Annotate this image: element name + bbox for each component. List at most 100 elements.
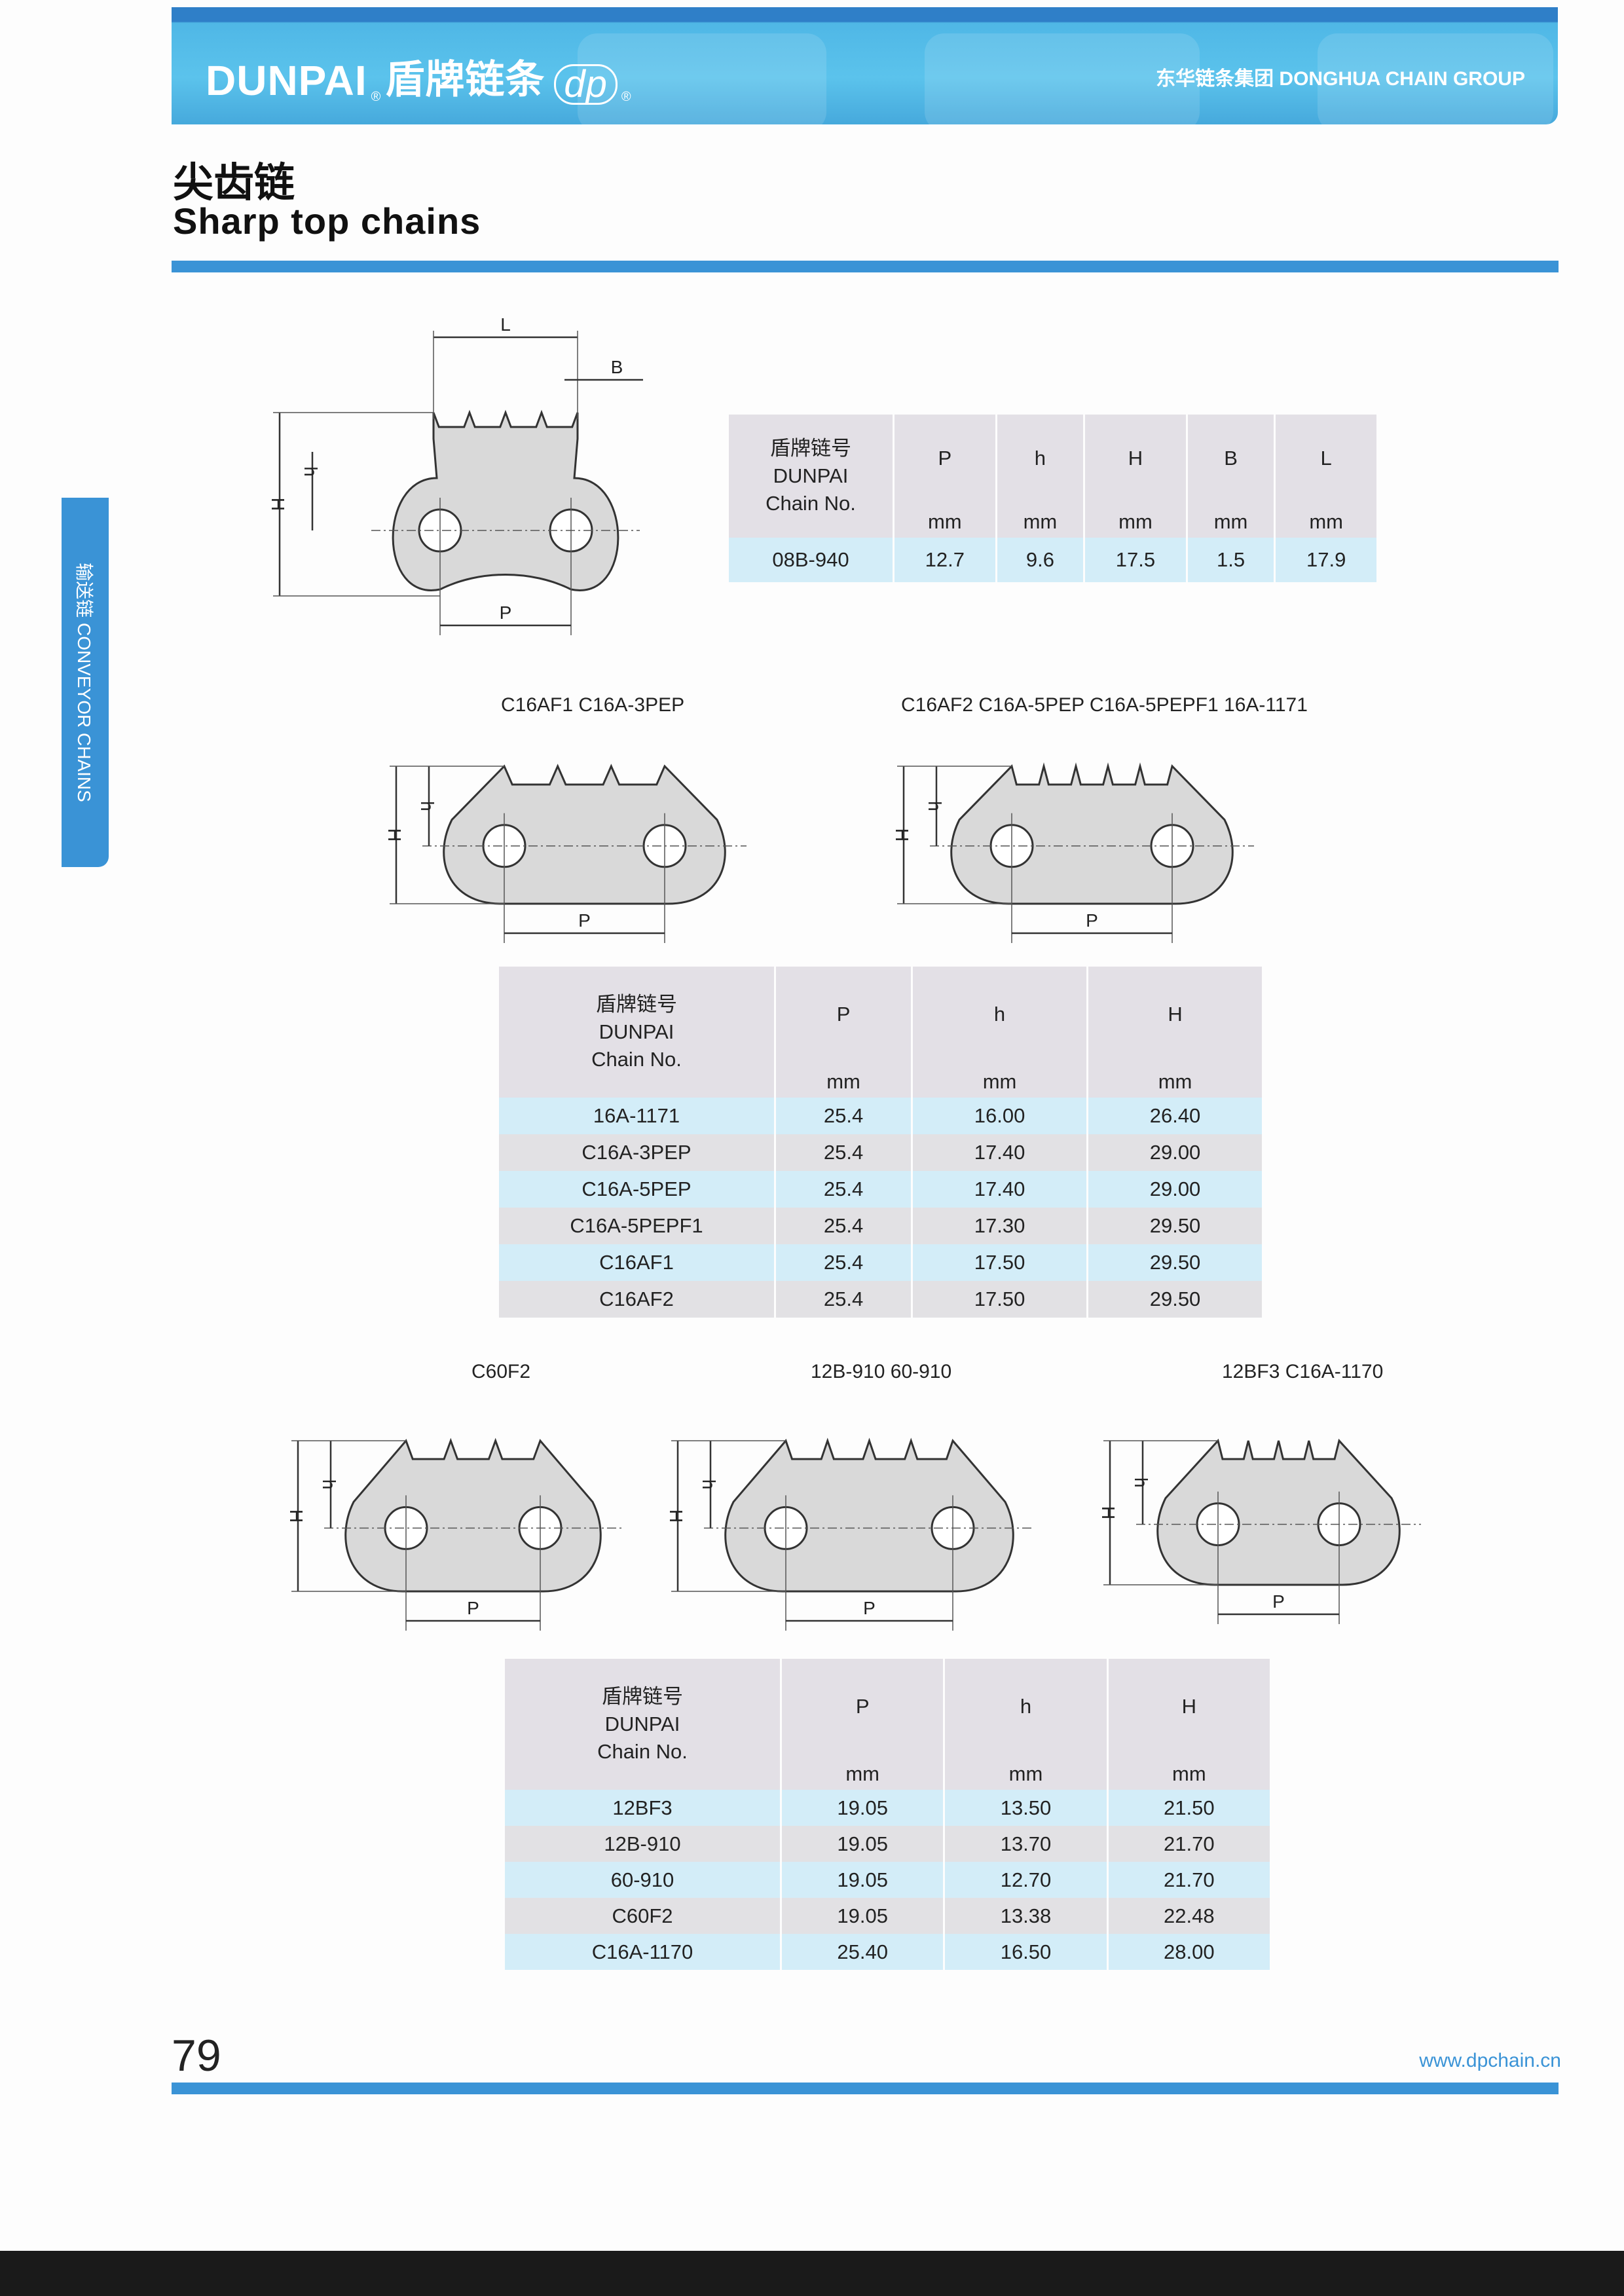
- value-cell: 17.40: [913, 1134, 1087, 1171]
- value-cell: 17.50: [913, 1281, 1087, 1318]
- unit-label: mm: [776, 1062, 912, 1098]
- value-cell: 19.05: [782, 1898, 944, 1934]
- brand-header-banner: DUNPAI ® 盾牌链条 dp ® 东华链条集团 DONGHUA CHAIN …: [172, 7, 1558, 124]
- value-cell: 12.7: [895, 538, 995, 582]
- label-L: L: [500, 314, 511, 335]
- column-header: H: [1108, 1659, 1270, 1754]
- chain-link-plate: [950, 762, 1234, 905]
- value-cell: 25.4: [776, 1171, 912, 1208]
- label-h: h: [417, 801, 437, 811]
- chain-no-cell: C16A-5PEPF1: [499, 1208, 774, 1244]
- header-cn: 盾牌链号: [770, 437, 851, 460]
- label-h: h: [699, 1479, 719, 1490]
- banner-chain-photo: [1318, 33, 1553, 124]
- unit-label: mm: [1187, 502, 1274, 538]
- unit-label: mm: [1088, 1062, 1262, 1098]
- column-header: H: [1088, 967, 1262, 1062]
- table-row: C60F2 19.05 13.38 22.48: [505, 1898, 1270, 1934]
- banner-chain-photo: [925, 33, 1200, 124]
- unit-label: mm: [945, 1754, 1107, 1790]
- value-cell: 29.50: [1088, 1281, 1262, 1318]
- table-row: C16A-5PEPF1 25.4 17.30 29.50: [499, 1208, 1262, 1244]
- diagram-caption: C16AF2 C16A-5PEP C16A-5PEPF1 16A-1171: [901, 694, 1308, 716]
- chain-link-plate: [344, 1437, 602, 1593]
- value-cell: 1.5: [1187, 538, 1274, 582]
- value-cell: 13.70: [945, 1826, 1107, 1862]
- unit-label: mm: [895, 502, 995, 538]
- value-cell: 29.00: [1088, 1171, 1262, 1208]
- label-H: H: [666, 1509, 686, 1523]
- registered-mark: ®: [371, 90, 382, 104]
- table-row: 12B-910 19.05 13.70 21.70: [505, 1826, 1270, 1862]
- chain-no-cell: C16AF2: [499, 1281, 774, 1318]
- chain-link-plate: [724, 1437, 1014, 1593]
- chain-no-header: 盾牌链号 DUNPAI Chain No.: [499, 967, 774, 1098]
- chain-link-plate: [392, 409, 619, 591]
- brand-name-cn: 盾牌链条: [385, 58, 545, 102]
- page-title-en: Sharp top chains: [173, 200, 481, 242]
- column-header: P: [776, 967, 912, 1062]
- value-cell: 28.00: [1108, 1934, 1270, 1970]
- page-title-cn: 尖齿链: [173, 160, 295, 206]
- diagram-caption: C60F2: [471, 1361, 531, 1382]
- value-cell: 16.50: [945, 1934, 1107, 1970]
- table-row: 16A-1171 25.4 16.00 26.40: [499, 1098, 1262, 1134]
- banner-chain-photo: [578, 33, 826, 124]
- brand-logo: DUNPAI ® 盾牌链条 dp ®: [206, 48, 632, 105]
- value-cell: 22.48: [1108, 1898, 1270, 1934]
- chain-no-header: 盾牌链号 DUNPAI Chain No.: [505, 1659, 780, 1790]
- value-cell: 25.4: [776, 1208, 912, 1244]
- chain-link-plate: [443, 764, 726, 905]
- label-B: B: [611, 357, 623, 377]
- label-h: h: [925, 801, 945, 811]
- chain-link-plate: [1156, 1438, 1401, 1586]
- header-brand: DUNPAI: [604, 1713, 680, 1735]
- table-row: C16AF1 25.4 17.50 29.50: [499, 1244, 1262, 1281]
- chain-no-cell: C60F2: [505, 1898, 780, 1934]
- units-row: mm mm mm mm mm: [729, 502, 1376, 538]
- label-h: h: [319, 1479, 339, 1490]
- side-section-tab[interactable]: 输送链 CONVEYOR CHAINS: [62, 498, 109, 867]
- label-h: h: [1131, 1477, 1151, 1488]
- title-divider: [172, 261, 1559, 272]
- chain-no-cell: C16A-1170: [505, 1934, 780, 1970]
- group-name: 东华链条集团 DONGHUA CHAIN GROUP: [1156, 68, 1525, 90]
- value-cell: 17.30: [913, 1208, 1087, 1244]
- label-H: H: [268, 498, 288, 511]
- unit-label: mm: [913, 1062, 1087, 1098]
- website-link[interactable]: www.dpchain.cn: [1419, 2050, 1561, 2071]
- label-H: H: [892, 828, 912, 842]
- diagram-caption: C16AF1 C16A-3PEP: [501, 694, 685, 716]
- value-cell: 21.70: [1108, 1826, 1270, 1862]
- label-H: H: [1098, 1506, 1118, 1519]
- header-brand: DUNPAI: [773, 464, 849, 487]
- column-header: P: [782, 1659, 944, 1754]
- value-cell: 17.5: [1085, 538, 1186, 582]
- value-cell: 19.05: [782, 1790, 944, 1826]
- chain-no-cell: 12BF3: [505, 1790, 780, 1826]
- column-header: L: [1276, 415, 1376, 502]
- value-cell: 9.6: [997, 538, 1084, 582]
- value-cell: 12.70: [945, 1862, 1107, 1898]
- table-row: C16A-5PEP 25.4 17.40 29.00: [499, 1171, 1262, 1208]
- label-P: P: [500, 602, 512, 623]
- registered-mark: ®: [621, 90, 632, 104]
- column-header: B: [1187, 415, 1274, 502]
- label-H: H: [384, 828, 405, 842]
- value-cell: 17.50: [913, 1244, 1087, 1281]
- table-row: C16A-3PEP 25.4 17.40 29.00: [499, 1134, 1262, 1171]
- header-cn: 盾牌链号: [602, 1685, 683, 1708]
- column-header: P: [895, 415, 995, 502]
- chain-no-cell: 16A-1171: [499, 1098, 774, 1134]
- value-cell: 29.00: [1088, 1134, 1262, 1171]
- value-cell: 17.9: [1276, 538, 1376, 582]
- value-cell: 25.4: [776, 1134, 912, 1171]
- label-H: H: [286, 1509, 306, 1523]
- label-P: P: [863, 1598, 876, 1618]
